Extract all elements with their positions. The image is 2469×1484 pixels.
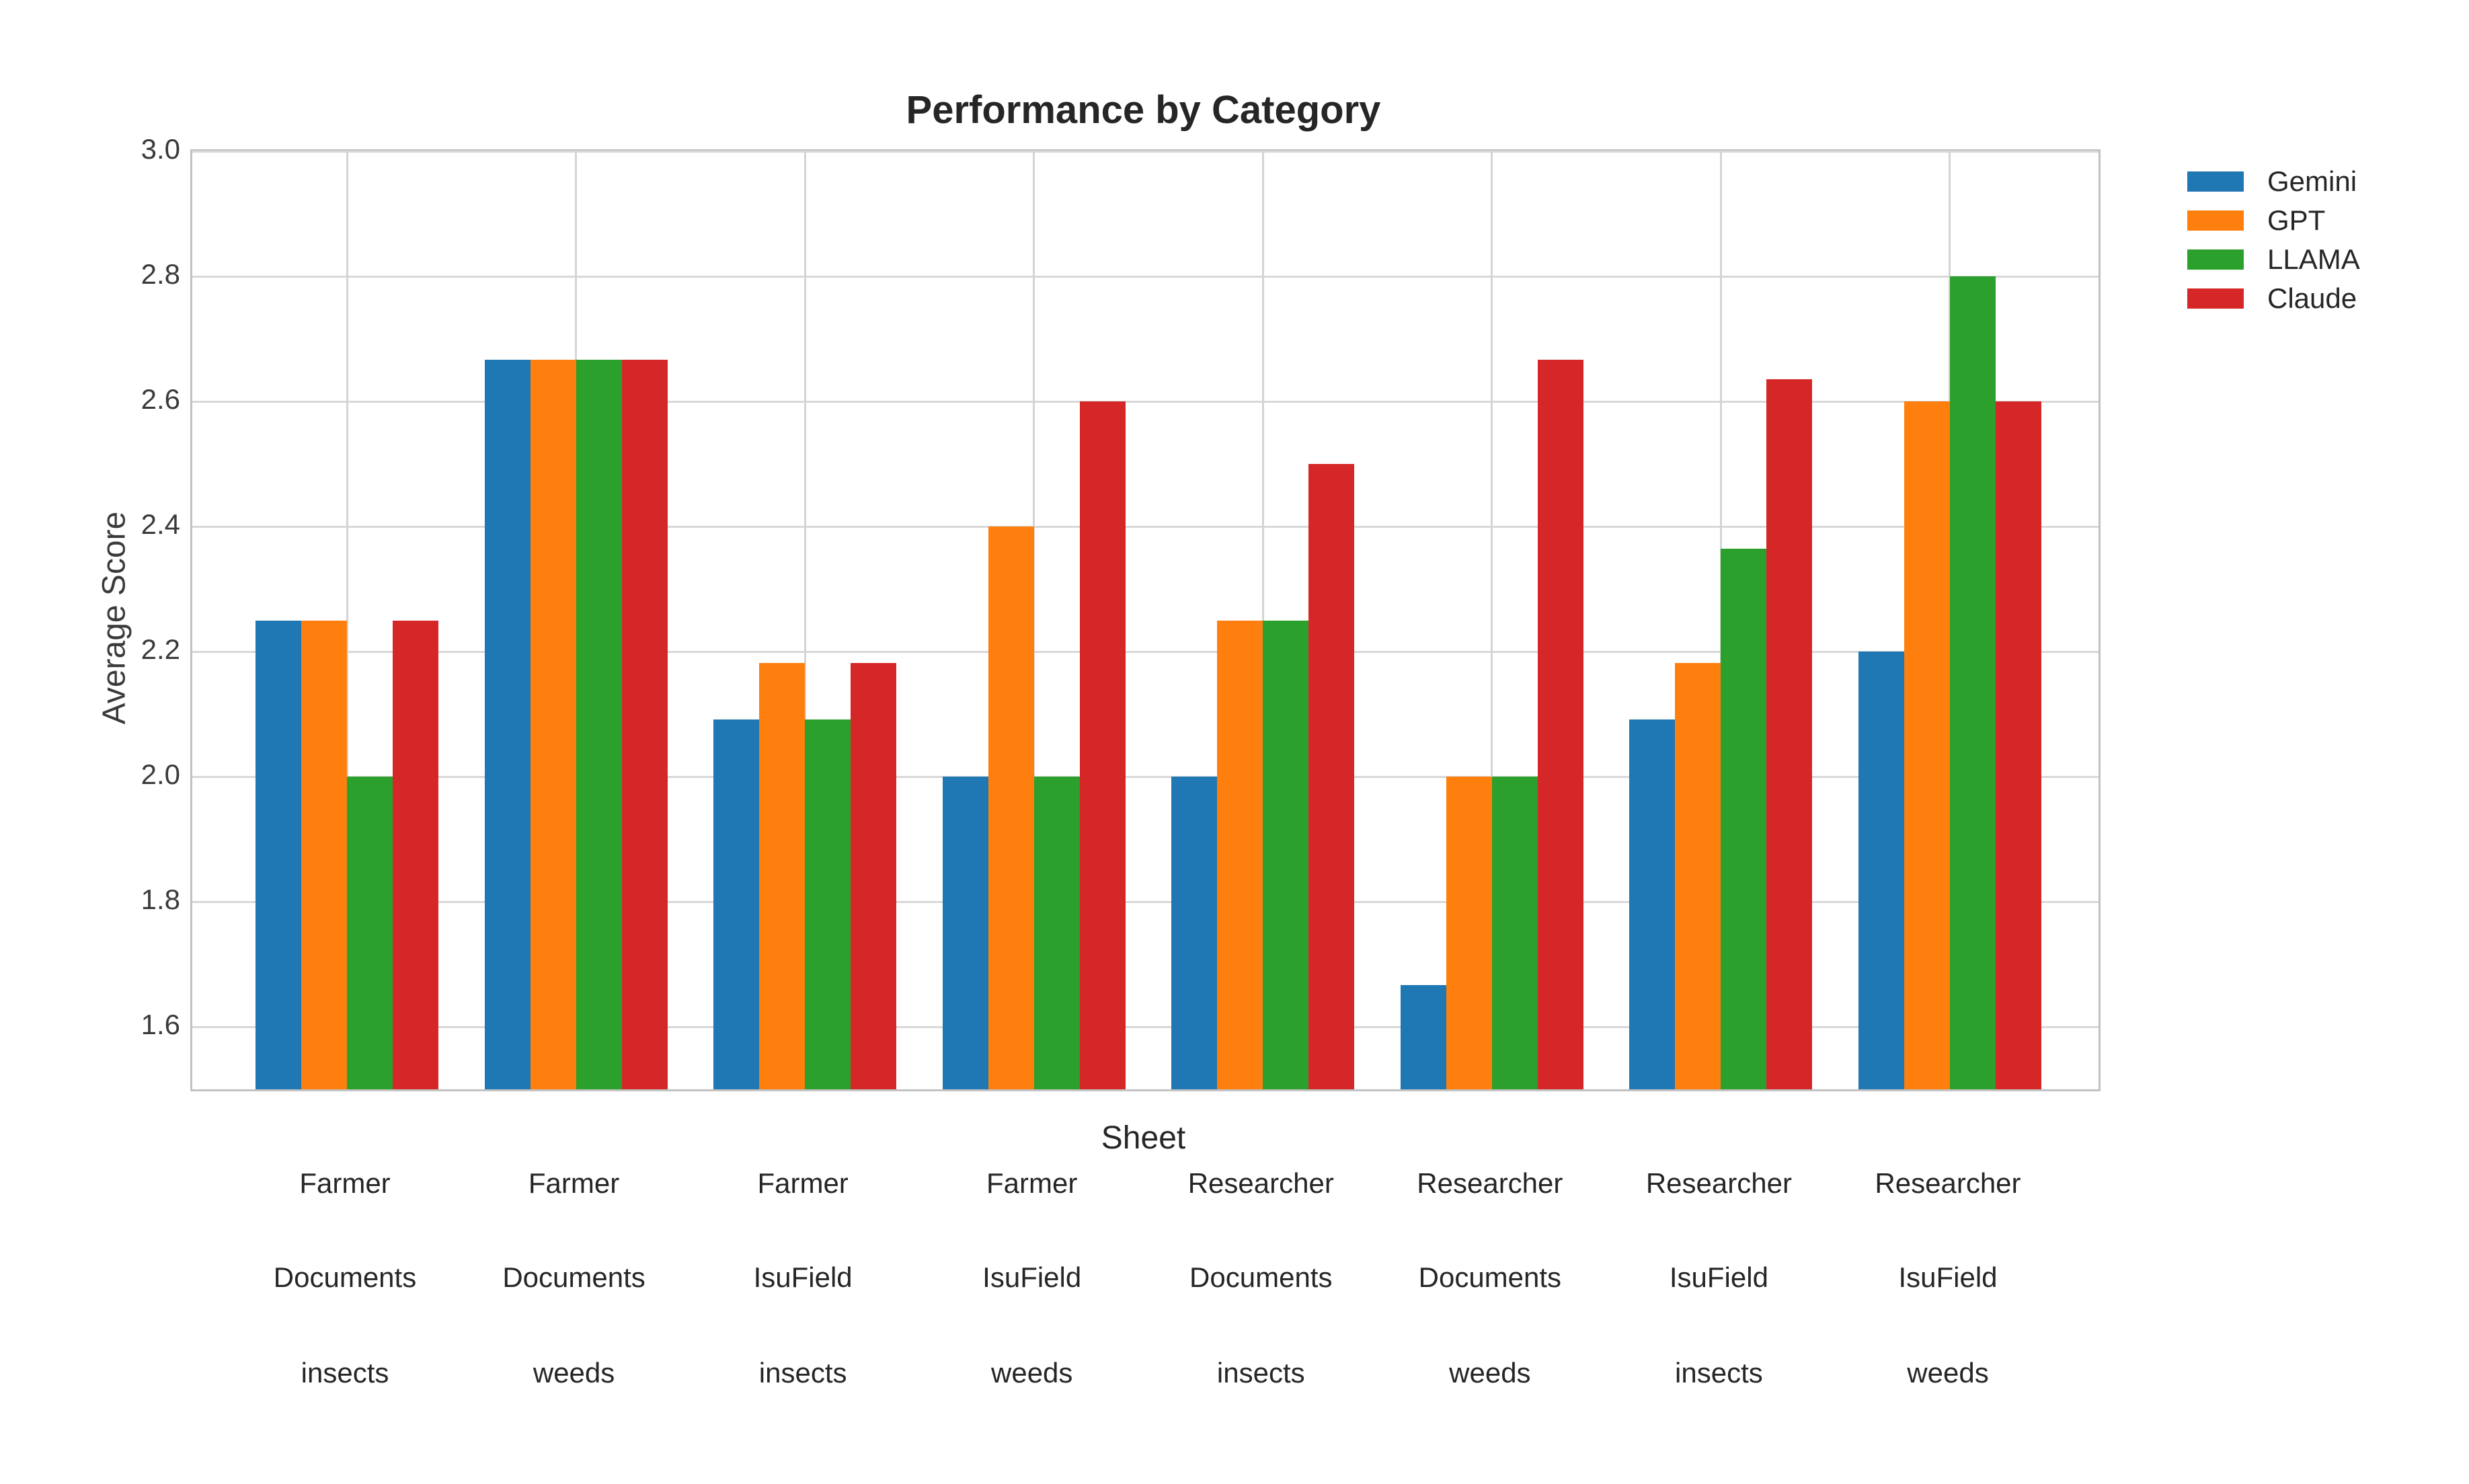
bar-gemini-group1 — [256, 620, 301, 1089]
gridline-horizontal — [192, 150, 2099, 153]
bar-gemini-group6 — [1400, 984, 1446, 1089]
y-tick-label: 2.4 — [141, 508, 180, 540]
bar-llama-group6 — [1491, 777, 1538, 1089]
bar-claude-group1 — [393, 620, 438, 1089]
gridline-horizontal — [192, 1025, 2099, 1028]
bar-gemini-group4 — [942, 777, 988, 1089]
y-tick-label: 1.8 — [141, 884, 180, 915]
bar-gpt-group4 — [988, 526, 1034, 1089]
legend-label: GPT — [2267, 204, 2326, 236]
category-label-row1: Farmer — [299, 1167, 391, 1199]
bar-gemini-group8 — [1858, 652, 1904, 1089]
bar-gpt-group8 — [1904, 401, 1950, 1089]
legend-swatch-icon — [2187, 171, 2244, 192]
legend-swatch-icon — [2187, 288, 2244, 309]
y-tick-label: 2.8 — [141, 258, 180, 290]
category-label-row2: IsuField — [982, 1261, 1082, 1293]
legend-label: Claude — [2267, 282, 2357, 314]
gridline-vertical — [1491, 151, 1493, 1089]
y-tick-label: 2.2 — [141, 633, 180, 665]
y-tick-label: 3.0 — [141, 133, 180, 165]
gridline-vertical — [1033, 151, 1035, 1089]
legend-label: LLAMA — [2267, 243, 2360, 275]
bar-llama-group3 — [805, 719, 851, 1089]
gridline-vertical — [804, 151, 806, 1089]
bar-claude-group3 — [851, 662, 897, 1089]
bar-gpt-group7 — [1675, 662, 1721, 1089]
bar-claude-group5 — [1308, 464, 1355, 1089]
category-label-row2: Documents — [273, 1261, 417, 1293]
y-tick-label: 2.0 — [141, 758, 180, 790]
category-label-row1: Researcher — [1875, 1167, 2021, 1199]
bar-llama-group2 — [576, 359, 622, 1089]
gridline-horizontal — [192, 525, 2099, 528]
category-label-row2: Documents — [502, 1261, 645, 1293]
category-label-row1: Farmer — [757, 1167, 849, 1199]
gridline-horizontal — [192, 775, 2099, 778]
category-label-row3: insects — [301, 1357, 389, 1389]
bar-claude-group7 — [1766, 379, 1813, 1089]
gridline-vertical — [346, 151, 348, 1089]
gridline-horizontal — [192, 400, 2099, 403]
category-label-row2: Documents — [1189, 1261, 1333, 1293]
category-label-row3: weeds — [1449, 1357, 1531, 1389]
category-label-row3: weeds — [991, 1357, 1073, 1389]
bar-gpt-group6 — [1446, 777, 1492, 1089]
category-label-row1: Researcher — [1187, 1167, 1334, 1199]
bar-gpt-group1 — [301, 620, 347, 1089]
bar-claude-group6 — [1537, 359, 1583, 1089]
gridline-horizontal — [192, 275, 2099, 278]
bar-llama-group4 — [1033, 777, 1080, 1089]
category-label-row3: insects — [1675, 1357, 1763, 1389]
category-label-row1: Researcher — [1417, 1167, 1563, 1199]
bar-gemini-group7 — [1629, 719, 1676, 1089]
category-label-row2: IsuField — [753, 1261, 853, 1293]
category-label-row3: weeds — [1907, 1357, 1989, 1389]
legend-swatch-icon — [2187, 210, 2244, 231]
category-label-row2: Documents — [1418, 1261, 1562, 1293]
bar-llama-group7 — [1721, 549, 1767, 1089]
bar-claude-group2 — [621, 359, 668, 1089]
bar-gemini-group2 — [484, 359, 531, 1089]
category-label-row3: insects — [758, 1357, 847, 1389]
chart-title: Performance by Category — [906, 88, 1381, 132]
category-label-row2: IsuField — [1669, 1261, 1768, 1293]
y-tick-label: 1.6 — [141, 1009, 180, 1040]
bar-gemini-group3 — [713, 719, 760, 1089]
bar-gemini-group5 — [1171, 777, 1218, 1089]
bar-gpt-group5 — [1217, 620, 1263, 1089]
bar-claude-group8 — [1995, 401, 2041, 1089]
x-axis-label: Sheet — [1101, 1120, 1186, 1156]
bar-gpt-group2 — [530, 359, 576, 1089]
gridline-horizontal — [192, 650, 2099, 653]
category-label-row1: Farmer — [528, 1167, 620, 1199]
bar-llama-group8 — [1949, 276, 1996, 1089]
bar-llama-group1 — [347, 777, 393, 1089]
category-label-row3: weeds — [533, 1357, 615, 1389]
bar-llama-group5 — [1263, 620, 1309, 1089]
y-tick-label: 2.6 — [141, 383, 180, 415]
bar-gpt-group3 — [759, 662, 806, 1089]
category-label-row3: insects — [1216, 1357, 1305, 1389]
category-label-row1: Farmer — [986, 1167, 1078, 1199]
gridline-horizontal — [192, 900, 2099, 903]
legend-swatch-icon — [2187, 249, 2244, 270]
bar-claude-group4 — [1079, 401, 1126, 1089]
category-label-row2: IsuField — [1898, 1261, 1998, 1293]
y-axis-label: Average Score — [96, 511, 132, 725]
category-label-row1: Researcher — [1645, 1167, 1792, 1199]
plot-area — [190, 149, 2101, 1091]
legend-label: Gemini — [2267, 165, 2357, 197]
